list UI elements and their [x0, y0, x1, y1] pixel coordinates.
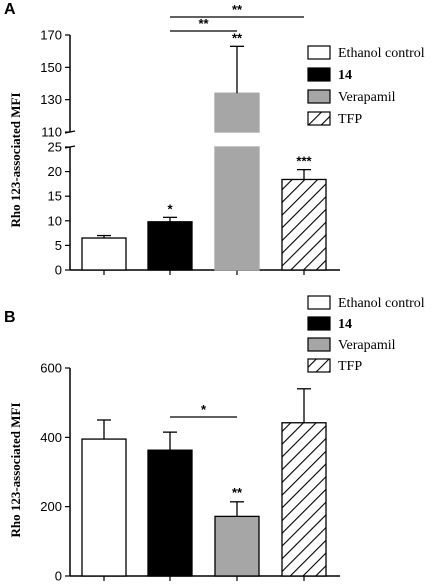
legend-label-ethanol-control: Ethanol control: [338, 46, 425, 61]
legend-swatch-tfp: [307, 111, 331, 126]
significance-label: ***: [296, 154, 312, 169]
legend-label-14: 14: [338, 317, 352, 332]
legend-swatch-ethanol-control: [307, 45, 331, 60]
y-tick-label: 200: [40, 499, 62, 514]
panel-a-annotations: **********: [167, 2, 312, 216]
legend-swatch-14: [307, 316, 331, 331]
significance-bracket-label: **: [198, 16, 209, 31]
legend-swatch-14: [307, 67, 331, 82]
bar-ethanol-control: [81, 438, 127, 577]
bar-14: [147, 449, 193, 577]
significance-bracket-label: **: [232, 2, 243, 17]
panel-b-letter: B: [4, 309, 16, 326]
legend-label-tfp: TFP: [338, 112, 362, 127]
y-tick-label: 130: [40, 92, 62, 107]
significance-label: **: [232, 485, 243, 500]
panel-b-bars: [81, 388, 327, 577]
legend-label-tfp: TFP: [338, 359, 362, 374]
legend-label-14: 14: [338, 68, 352, 83]
bar-verapamil-upper: [214, 92, 260, 133]
y-tick-label: 15: [48, 189, 62, 204]
legend-label-verapamil: Verapamil: [338, 338, 396, 353]
bar-14: [147, 221, 193, 271]
panel-a-legend: Ethanol control 14 Verapamil TFP: [307, 45, 425, 127]
bar-tfp: [281, 178, 327, 271]
y-tick-label: 110: [41, 125, 62, 140]
bar-verapamil: [214, 515, 260, 577]
y-tick-label: 25: [48, 140, 62, 155]
panel-b-legend: Ethanol control 14 Verapamil TFP: [307, 295, 425, 374]
y-tick-label: 0: [55, 263, 62, 278]
significance-bracket-label: *: [201, 402, 207, 417]
bar-ethanol-control: [81, 237, 127, 271]
y-tick-label: 10: [48, 213, 62, 228]
y-tick-label: 0: [55, 569, 62, 584]
significance-label: **: [232, 30, 243, 45]
y-tick-label: 400: [40, 430, 62, 445]
y-tick-label: 20: [48, 164, 62, 179]
significance-label: *: [167, 201, 173, 216]
legend-swatch-tfp: [307, 358, 331, 373]
y-tick-label: 5: [55, 238, 62, 253]
bar-verapamil: [214, 146, 260, 271]
panel-b-y-axis-label: Rho 123-associated MFI: [8, 402, 23, 537]
panel-a-y-axis-label: Rho 123-associated MFI: [8, 92, 23, 227]
legend-swatch-verapamil: [307, 89, 331, 104]
legend-swatch-ethanol-control: [307, 295, 331, 310]
y-tick-label: 150: [40, 60, 62, 75]
bar-tfp: [281, 422, 327, 577]
y-tick-label: 600: [40, 361, 62, 376]
y-tick-label: 170: [40, 28, 62, 43]
panel-a-letter: A: [4, 1, 16, 18]
legend-label-verapamil: Verapamil: [338, 90, 396, 105]
panel-b-annotations: ***: [170, 402, 243, 500]
panel-a-bars: [81, 45, 327, 271]
legend-label-ethanol-control: Ethanol control: [338, 296, 425, 311]
legend-swatch-verapamil: [307, 337, 331, 352]
